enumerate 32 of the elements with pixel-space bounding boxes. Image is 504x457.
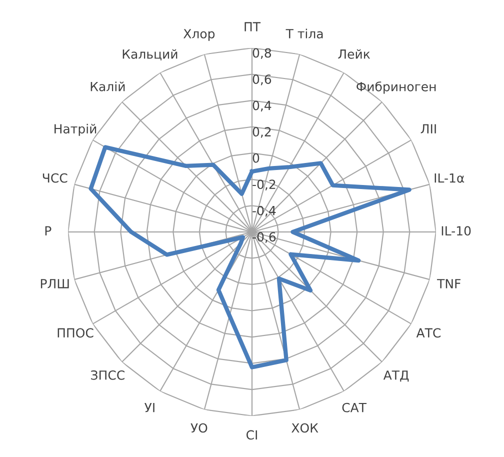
spoke-label: TNF <box>437 279 460 288</box>
spoke-label: Натрій <box>54 124 96 136</box>
spoke-label: ЧСС <box>42 173 68 183</box>
spoke-label: АТС <box>416 328 441 338</box>
spoke-label: Кальций <box>122 49 178 60</box>
spoke-label: Калій <box>90 82 125 92</box>
spoke-label: IL-1α <box>434 173 464 183</box>
spoke-label: УО <box>190 423 208 433</box>
y-tick-label: -0,4 <box>252 206 276 217</box>
y-tick-label: 0,2 <box>252 127 271 138</box>
spoke-label: Хлор <box>183 29 215 41</box>
spoke-label: Лейк <box>338 49 370 59</box>
y-tick-label: 0,4 <box>252 100 272 112</box>
spoke-label: ЛІІ <box>420 124 436 134</box>
spoke-label: ХОК <box>292 423 318 433</box>
spoke-label: Т тіла <box>286 28 323 38</box>
spoke-label: Фибриноген <box>356 81 436 94</box>
spoke-label: АТД <box>383 370 409 382</box>
y-tick-label: 0,6 <box>252 74 272 86</box>
spoke-label: IL-10 <box>442 226 471 236</box>
spoke-label: ЗПСС <box>91 370 124 380</box>
spoke-label: РЛШ <box>40 279 69 288</box>
spoke-label: ПТ <box>244 22 261 32</box>
spoke-label: САТ <box>342 402 367 412</box>
spoke-label: ППОС <box>58 328 94 338</box>
spoke-label: Р <box>45 226 52 236</box>
y-tick-label: -0,6 <box>252 232 276 243</box>
y-tick-label: 0,8 <box>252 48 272 59</box>
y-tick-label: -0,2 <box>252 180 276 190</box>
y-tick-label: 0 <box>252 153 260 163</box>
spoke-label: СІ <box>246 430 257 440</box>
spoke-label: УІ <box>144 403 154 412</box>
